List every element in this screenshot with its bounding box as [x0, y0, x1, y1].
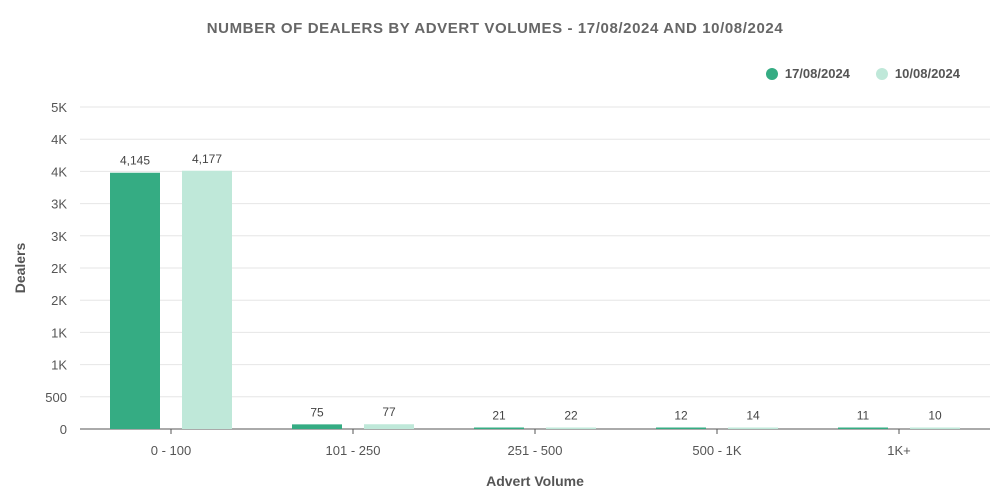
y-axis-ticks: 0 500 1K 1K 2K 2K 3K 3K 4K 4K 5K [45, 100, 67, 437]
y-tick-label: 0 [60, 422, 67, 437]
data-label: 4,177 [192, 152, 222, 166]
legend-item-series-1[interactable]: 17/08/2024 [765, 66, 850, 81]
legend-label-series-1: 17/08/2024 [784, 66, 850, 81]
data-label: 21 [492, 409, 506, 423]
legend-swatch-series-2 [875, 67, 888, 80]
x-tick-label: 101 - 250 [326, 443, 381, 458]
bar-1-3 [656, 427, 706, 429]
x-tick-label: 251 - 500 [508, 443, 563, 458]
legend-item-series-2[interactable]: 10/08/2024 [875, 66, 960, 81]
bar-1-0 [110, 172, 160, 430]
y-tick-label: 1K [51, 325, 67, 340]
data-label: 11 [857, 409, 870, 423]
x-tick-label: 0 - 100 [151, 443, 191, 458]
bar-2-0 [182, 170, 232, 429]
data-label: 4,145 [120, 154, 150, 168]
x-tick-label: 1K+ [887, 443, 911, 458]
data-label: 22 [564, 409, 578, 423]
y-tick-label: 2K [51, 293, 67, 308]
y-tick-label: 4K [51, 132, 67, 147]
chart-title: NUMBER OF DEALERS BY ADVERT VOLUMES - 17… [206, 20, 784, 37]
y-tick-label: 500 [45, 390, 67, 405]
bar-2-1 [364, 424, 414, 429]
x-axis-ticks: 0 - 100 101 - 250 251 - 500 500 - 1K 1K+ [151, 429, 911, 458]
y-tick-label: 3K [51, 197, 67, 212]
legend-swatch-series-1 [765, 67, 778, 80]
y-axis-title: Dealers [12, 242, 28, 293]
legend-label-series-2: 10/08/2024 [894, 66, 960, 81]
y-tick-label: 4K [51, 164, 67, 179]
y-tick-label: 1K [51, 358, 67, 373]
bar-1-1 [292, 424, 342, 429]
bar-1-2 [474, 427, 524, 429]
data-label: 12 [674, 409, 688, 423]
bar-2-4 [910, 427, 960, 429]
bar-2-2 [546, 427, 596, 429]
data-label: 10 [928, 409, 942, 423]
bars [110, 170, 960, 430]
legend: 17/08/2024 10/08/2024 [765, 66, 960, 81]
y-tick-label: 5K [51, 100, 67, 115]
y-tick-label: 2K [51, 261, 67, 276]
x-tick-label: 500 - 1K [692, 443, 741, 458]
data-label: 75 [310, 405, 324, 419]
y-tick-label: 3K [51, 229, 67, 244]
data-label: 77 [382, 405, 396, 419]
bar-1-4 [838, 427, 888, 429]
data-labels: 4,145 4,177 75 77 21 22 12 14 11 10 [120, 152, 942, 423]
x-axis-title: Advert Volume [486, 473, 584, 489]
data-label: 14 [746, 409, 760, 423]
bar-2-3 [728, 427, 778, 429]
